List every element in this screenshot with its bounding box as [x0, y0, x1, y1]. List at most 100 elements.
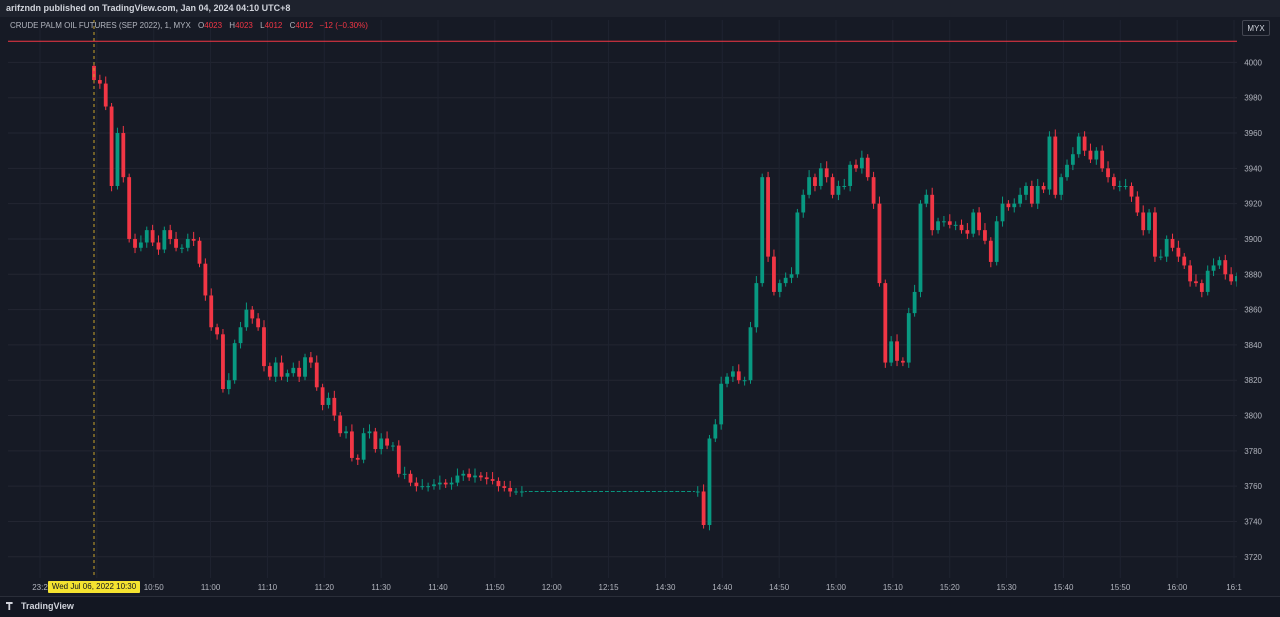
candle-body	[478, 475, 483, 478]
candle-body	[267, 366, 272, 377]
candle-body	[988, 240, 993, 262]
candle-body	[244, 309, 249, 328]
candle-body	[332, 397, 337, 416]
candle-body	[1047, 136, 1052, 190]
candle-body	[1153, 212, 1157, 257]
change-value: −12 (−0.30%)	[319, 21, 368, 30]
candle-body	[103, 83, 108, 107]
close-label: C	[289, 21, 296, 30]
candle-body	[1024, 185, 1028, 195]
candle-body	[449, 482, 454, 485]
candle-body	[133, 238, 137, 248]
time-tick-label: 12:00	[542, 583, 563, 592]
candle-body	[1070, 154, 1075, 165]
candle-body	[736, 371, 741, 381]
time-tick-label: 15:50	[1110, 583, 1131, 592]
candle-body	[279, 362, 284, 377]
candle-body	[92, 65, 96, 81]
candle-body	[262, 327, 266, 367]
candle-body	[115, 133, 120, 186]
candle-body	[1223, 260, 1228, 275]
candle-body	[859, 157, 864, 169]
candle-body	[303, 357, 307, 377]
candle-body	[701, 491, 706, 526]
candle-body	[414, 482, 419, 487]
candle-body	[467, 473, 472, 478]
candle-body	[1211, 265, 1216, 271]
high-label: H	[229, 21, 236, 30]
candle-body	[912, 291, 917, 314]
candle-body	[308, 357, 313, 363]
candle-body	[895, 341, 899, 361]
candle-body	[1006, 203, 1011, 208]
time-tick-label: 15:20	[940, 583, 961, 592]
candle-body	[807, 177, 812, 195]
candle-body	[420, 486, 425, 488]
price-tick-label: 3760	[1244, 482, 1262, 491]
symbol-name[interactable]: CRUDE PALM OIL FUTURES (SEP 2022), 1, MY…	[10, 21, 191, 30]
candle-body	[1053, 136, 1058, 195]
time-tick-label: 11:50	[485, 583, 505, 592]
time-tick-label: 23:2	[32, 583, 48, 592]
candle-body	[959, 224, 964, 231]
candle-body	[1217, 260, 1222, 266]
candle-body	[215, 327, 219, 335]
price-tick-label: 3860	[1244, 306, 1262, 315]
candle-body	[373, 431, 378, 450]
candle-body	[162, 230, 167, 250]
candle-body	[1164, 238, 1169, 257]
candle-body	[848, 164, 853, 186]
candle-body	[748, 327, 753, 381]
candle-body	[1029, 185, 1034, 204]
candle-body	[256, 318, 261, 328]
candle-body	[1117, 185, 1122, 187]
time-tick-label: 12:15	[599, 583, 620, 592]
candle-body	[338, 415, 343, 434]
candle-body	[1199, 283, 1204, 292]
candle-body	[942, 221, 946, 223]
candle-body	[930, 194, 935, 231]
candle-body	[484, 477, 489, 480]
high-value: 4023	[235, 21, 253, 30]
price-tick-label: 3820	[1244, 376, 1262, 385]
candle-body	[783, 277, 788, 284]
candle-body	[1012, 203, 1017, 208]
candle-body	[461, 473, 466, 476]
candle-body	[1194, 281, 1198, 284]
candle-body	[109, 106, 114, 186]
candle-body	[1176, 247, 1181, 257]
candle-body	[789, 274, 794, 278]
candle-body	[250, 309, 255, 319]
candle-body	[297, 367, 302, 377]
low-value: 4012	[264, 21, 283, 30]
time-tick-label: 14:50	[769, 583, 790, 592]
price-tick-label: 3800	[1244, 412, 1262, 421]
price-tick-label: 4000	[1244, 58, 1262, 67]
chart-grid	[8, 20, 1237, 578]
candle-body	[836, 185, 841, 195]
candle-body	[854, 164, 858, 169]
candle-body	[889, 341, 894, 363]
tradingview-logo[interactable]: TradingView	[6, 601, 74, 611]
candle-body	[871, 177, 876, 204]
candle-body	[1100, 150, 1105, 169]
candle-body	[385, 438, 389, 446]
candle-body	[496, 480, 501, 487]
candle-body	[138, 242, 143, 248]
tradingview-icon	[6, 602, 13, 610]
time-tick-label: 15:10	[883, 583, 904, 592]
candle-body	[906, 313, 911, 363]
candle-body	[150, 230, 155, 243]
candle-body	[1065, 164, 1069, 178]
candle-body	[842, 185, 847, 187]
low-label: L	[260, 21, 265, 30]
time-tick-label: 15:00	[826, 583, 847, 592]
candle-body	[830, 177, 835, 195]
candle-body	[127, 177, 132, 239]
candle-body	[197, 240, 202, 264]
currency-button[interactable]: MYX	[1242, 20, 1270, 36]
time-tick-label: 16:00	[1167, 583, 1188, 592]
candle-body	[1182, 256, 1187, 266]
price-tick-label: 3920	[1244, 200, 1262, 209]
